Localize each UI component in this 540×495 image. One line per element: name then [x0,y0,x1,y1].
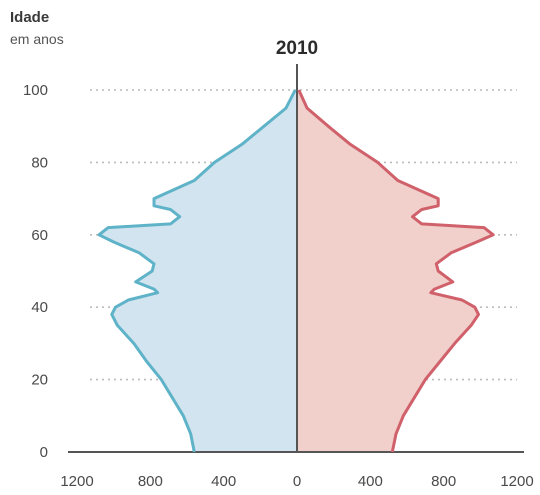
male-area-fill [99,90,297,452]
y-tick-label-40: 40 [31,299,48,316]
y-tick-label-0: 0 [40,444,48,461]
y-axis-subtitle: em anos [10,31,64,47]
female-area-fill [297,90,494,452]
female-series-line [297,89,495,453]
y-tick-label-80: 80 [31,154,48,171]
chart-title: 2010 [276,38,318,59]
x-tick-label-3: 0 [293,473,301,490]
y-tick-label-60: 60 [31,227,48,244]
male-series-line [97,89,297,453]
y-tick-label-100: 100 [23,82,48,99]
y-axis-title: Idade [10,9,49,26]
y-tick-labels: 0 20 40 60 80 100 [23,82,48,461]
x-tick-label-2: 400 [211,473,236,490]
x-tick-label-5: 800 [431,473,456,490]
y-tick-label-20: 20 [31,372,48,389]
x-tick-label-1: 800 [138,473,163,490]
x-tick-label-4: 400 [358,473,383,490]
x-tick-labels: 1200 800 400 0 400 800 1200 [60,473,533,490]
x-tick-label-6: 1200 [500,473,533,490]
x-tick-label-0: 1200 [60,473,93,490]
